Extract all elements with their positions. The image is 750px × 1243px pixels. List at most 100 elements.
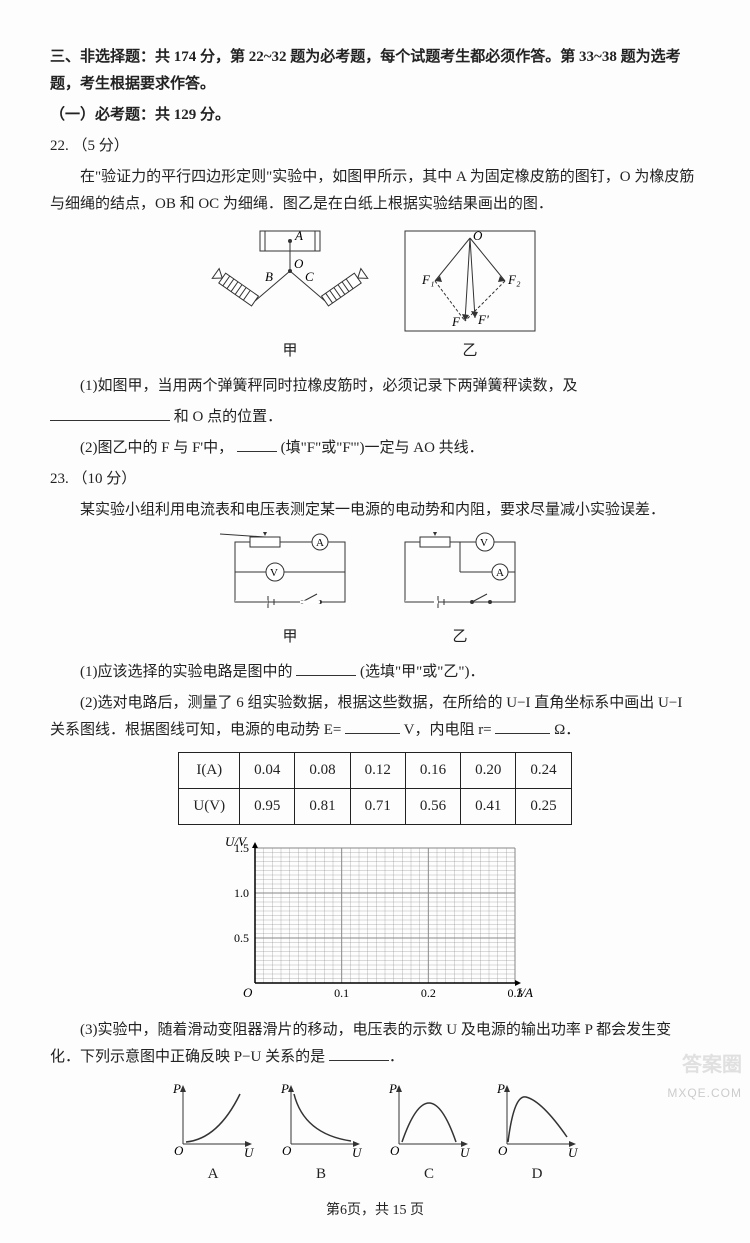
pu-options: P U O A P U O B P U O C [50,1079,700,1188]
data-table: I(A) 0.04 0.08 0.12 0.16 0.20 0.24 U(V) … [178,752,571,825]
watermark-url: MXQE.COM [667,1083,742,1105]
cell: 0.95 [240,789,295,825]
th-I: I(A) [179,753,240,789]
svg-text:O: O [390,1143,400,1158]
q22-p1-post: 和 O 点的位置． [174,409,282,425]
cell: 0.71 [350,789,405,825]
q22-fig-jia-svg: A O B C [210,226,370,336]
q23-p2-post: Ω． [554,722,580,738]
q22-p2-pre: (2)图乙中的 F 与 F'中， [80,440,233,456]
label-F2: F₂ [507,272,521,287]
svg-text:O: O [243,985,253,1000]
svg-text:V: V [270,567,278,579]
opt-D-svg: P U O [492,1079,582,1159]
q22-part1b: 和 O 点的位置． [50,404,700,431]
cell: 0.81 [295,789,350,825]
q22-part2: (2)图乙中的 F 与 F'中， (填"F"或"F'")一定与 AO 共线． [50,435,700,462]
svg-text:O: O [174,1143,184,1158]
cell: 0.41 [461,789,516,825]
label-A: A [294,228,303,243]
opt-C-label: C [424,1161,434,1188]
fig-jia-caption: 甲 [282,338,297,365]
q23-circuits: A V 甲 [50,532,700,651]
subsection-title: （一）必考题：共 129 分。 [50,102,700,129]
blank-1[interactable] [50,406,170,421]
opt-C-svg: P U O [384,1079,474,1159]
page-footer: 第6页，共 15 页 [50,1198,700,1223]
svg-text:O: O [282,1143,292,1158]
q23-part2: (2)选对电路后，测量了 6 组实验数据，根据这些数据，在所给的 U−I 直角坐… [50,690,700,744]
q22-p1-pre: (1)如图甲，当用两个弹簧秤同时拉橡皮筋时，必须记录下两弹簧秤读数，及 [80,378,578,394]
circuit-jia-caption: 甲 [282,624,297,651]
q22-head: 22. （5 分） [50,133,700,160]
section-title: 三、非选择题：共 174 分，第 22~32 题为必考题，每个试题考生都必须作答… [50,44,700,98]
q22-number: 22. [50,138,69,154]
circuit-jia: A V 甲 [220,532,360,651]
label-O: O [294,256,304,271]
th-U: U(V) [179,789,240,825]
svg-text:0.1: 0.1 [334,986,349,1000]
cell: 0.08 [295,753,350,789]
opt-C: P U O C [384,1079,474,1188]
opt-A: P U O A [168,1079,258,1188]
ylabel: P [172,1081,181,1096]
q22-figures: A O B C 甲 O F₁ F₂ F F' 乙 [50,226,700,365]
opt-A-svg: P U O [168,1079,258,1159]
label-O2: O [473,228,483,243]
q23-number: 23. [50,471,69,487]
cell: 0.25 [516,789,571,825]
blank-2[interactable] [237,437,277,452]
cell: 0.04 [240,753,295,789]
table-row: U(V) 0.95 0.81 0.71 0.56 0.41 0.25 [179,789,571,825]
svg-text:A: A [316,537,324,549]
label-Fp: F' [477,312,489,327]
opt-D-label: D [532,1161,543,1188]
blank-3[interactable] [296,661,356,676]
xlabel: U [352,1145,363,1159]
label-C: C [305,269,314,284]
svg-text:U/V: U/V [225,834,248,849]
svg-text:O: O [498,1143,508,1158]
q23-p1-post: (选填"甲"或"乙")． [360,664,484,680]
q22-fig-jia: A O B C 甲 [210,226,370,365]
q22-points: （5 分） [73,138,129,154]
xlabel: U [460,1145,471,1159]
svg-text:I/A: I/A [516,985,533,1000]
blank-5[interactable] [495,719,550,734]
label-B: B [265,269,273,284]
q23-points: （10 分） [73,471,137,487]
table-row: I(A) 0.04 0.08 0.12 0.16 0.20 0.24 [179,753,571,789]
ylabel: P [388,1081,397,1096]
svg-text:0.5: 0.5 [234,931,249,945]
opt-B: P U O B [276,1079,366,1188]
ylabel: P [280,1081,289,1096]
q23-p1-pre: (1)应该选择的实验电路是图中的 [80,664,293,680]
label-F1: F₁ [421,272,434,287]
svg-text:V: V [480,537,488,549]
cell: 0.24 [516,753,571,789]
cell: 0.12 [350,753,405,789]
blank-6[interactable] [329,1046,389,1061]
svg-text:1.0: 1.0 [234,886,249,900]
circuit-jia-svg: A V [220,532,360,622]
opt-A-label: A [208,1161,219,1188]
chart-wrap: 0.10.20.30.51.01.5OU/VI/A [50,833,700,1013]
circuit-yi-caption: 乙 [452,624,467,651]
cell: 0.16 [405,753,460,789]
cell: 0.20 [461,753,516,789]
circuit-yi: V A 乙 [390,532,530,651]
q23-p2-mid: V，内电阻 r= [404,722,492,738]
fig-yi-caption: 乙 [462,338,477,365]
q22-part1: (1)如图甲，当用两个弹簧秤同时拉橡皮筋时，必须记录下两弹簧秤读数，及 [50,373,700,400]
opt-B-svg: P U O [276,1079,366,1159]
q22-intro: 在"验证力的平行四边形定则"实验中，如图甲所示，其中 A 为固定橡皮筋的图钉，O… [50,164,700,218]
opt-D: P U O D [492,1079,582,1188]
circuit-yi-svg: V A [390,532,530,622]
q23-head: 23. （10 分） [50,466,700,493]
q22-p2-mid: (填"F"或"F'")一定与 AO 共线． [281,440,484,456]
blank-4[interactable] [345,719,400,734]
q22-fig-yi: O F₁ F₂ F F' 乙 [400,226,540,365]
label-F: F [451,314,461,329]
ylabel: P [496,1081,505,1096]
svg-text:A: A [496,567,504,579]
